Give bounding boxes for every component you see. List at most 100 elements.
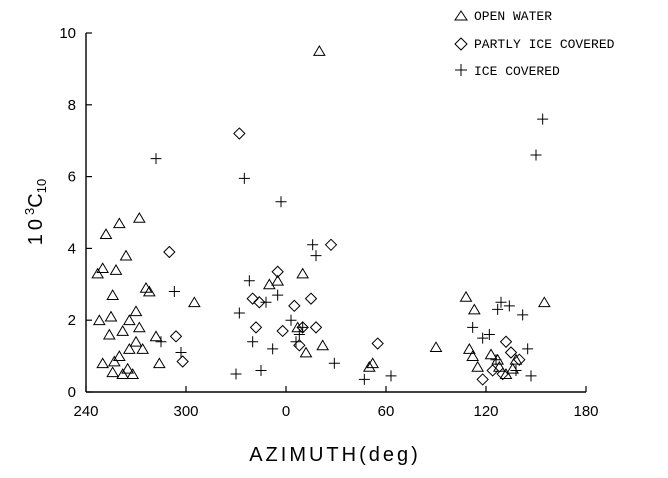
open-water-point: [429, 341, 443, 353]
open-water-point: [471, 360, 485, 372]
ice-covered-point: [275, 196, 287, 208]
open-water-point: [121, 362, 135, 374]
partly-ice-covered-point: [504, 346, 518, 359]
open-water-point: [262, 278, 276, 290]
open-water-point: [122, 342, 136, 354]
open-water-point: [271, 274, 285, 286]
y-tick-label: 10: [59, 25, 76, 42]
legend-label-open-water: OPEN WATER: [474, 9, 552, 24]
open-water-point: [112, 350, 126, 361]
open-water-point: [96, 262, 110, 274]
open-water-point: [102, 328, 116, 340]
open-water-point: [152, 357, 166, 369]
open-water-point: [106, 366, 120, 378]
open-water-point: [132, 211, 146, 223]
data-points: [91, 45, 551, 386]
ice-covered-point: [238, 172, 250, 184]
ice-covered-point: [233, 307, 245, 319]
y-axis-title-sub: 10: [34, 179, 49, 193]
legend-label-ice-covered: ICE COVERED: [474, 64, 560, 79]
y-tick-label: 4: [68, 240, 76, 257]
open-water-point: [466, 350, 480, 361]
partly-ice-covered-point: [513, 353, 526, 366]
ice-covered-point: [517, 309, 529, 321]
partly-ice-covered-point: [249, 321, 263, 334]
open-water-point: [99, 228, 113, 239]
open-water-point: [506, 362, 520, 374]
ice-covered-point: [150, 153, 162, 165]
ice-covered-point: [503, 300, 515, 312]
ice-covered-point: [247, 336, 259, 348]
x-axis-title: AZIMUTH(deg): [249, 444, 421, 466]
open-water-point: [132, 321, 146, 333]
partly-ice-covered-point: [324, 238, 338, 252]
ice-covered-point: [467, 321, 479, 333]
open-water-point: [499, 368, 513, 379]
open-water-point: [107, 355, 121, 367]
legend-triangle-icon: [454, 10, 468, 21]
open-water-point: [316, 339, 330, 351]
open-water-point: [112, 217, 126, 229]
partly-ice-covered-point: [271, 265, 284, 278]
open-water-point: [104, 310, 118, 322]
y-axis-title: 103C10: [22, 179, 49, 245]
open-water-point: [467, 303, 481, 315]
x-tick-label: 60: [378, 403, 395, 420]
ice-covered-point: [168, 285, 180, 297]
ice-covered-point: [510, 364, 522, 376]
ice-covered-point: [530, 149, 542, 161]
open-water-point: [187, 296, 201, 308]
ice-covered-point: [537, 113, 549, 125]
open-water-point: [116, 368, 130, 379]
legend-plus-icon: [455, 64, 467, 76]
legend-item-open-water: OPEN WATER: [454, 9, 552, 24]
partly-ice-covered-point: [176, 355, 189, 368]
x-tick-label: 180: [573, 403, 598, 420]
ice-covered-point: [285, 314, 297, 326]
legend-item-ice-covered: ICE COVERED: [455, 64, 560, 79]
open-water-point: [91, 267, 105, 279]
open-water-point: [296, 267, 310, 279]
ice-covered-point: [272, 289, 284, 301]
y-axis-title-base: 10: [25, 215, 47, 245]
partly-ice-covered-point: [163, 245, 176, 259]
open-water-point: [142, 285, 156, 297]
legend-label-partly-ice-covered: PARTLY ICE COVERED: [474, 37, 615, 52]
partly-ice-covered-point: [233, 127, 246, 140]
partly-ice-covered-point: [309, 321, 323, 334]
ice-covered-point: [293, 329, 305, 341]
axes: [85, 33, 586, 393]
partly-ice-covered-point: [371, 337, 384, 350]
y-tick-label: 2: [68, 312, 76, 329]
open-water-point: [299, 346, 313, 358]
open-water-point: [109, 264, 123, 275]
ice-covered-point: [175, 347, 187, 359]
partly-ice-covered-point: [288, 299, 301, 313]
open-water-point: [366, 357, 380, 369]
ice-covered-point: [307, 239, 319, 251]
open-water-point: [129, 335, 143, 347]
partly-ice-covered-point: [499, 335, 513, 348]
x-tick-label: 120: [473, 403, 498, 420]
partly-ice-covered-point: [476, 373, 489, 386]
open-water-point: [119, 249, 133, 261]
open-water-point: [126, 368, 140, 379]
ice-covered-point: [310, 250, 322, 262]
ice-covered-point: [230, 368, 242, 380]
open-water-point: [509, 353, 523, 365]
ice-covered-point: [290, 336, 302, 348]
open-water-point: [537, 296, 551, 308]
ticks: [85, 32, 587, 393]
ice-covered-point: [297, 321, 309, 333]
ice-covered-point: [243, 275, 255, 287]
y-axis-title-exp: 3: [22, 208, 37, 215]
partly-ice-covered-point: [246, 292, 259, 305]
x-tick-label: 300: [173, 403, 198, 420]
legend: OPEN WATER PARTLY ICE COVERED ICE COVERE…: [454, 9, 615, 79]
open-water-point: [92, 314, 106, 326]
ice-covered-point: [267, 343, 279, 355]
partly-ice-covered-point: [486, 364, 499, 377]
partly-ice-covered-point: [496, 367, 509, 381]
open-water-point: [484, 348, 498, 360]
ice-covered-point: [385, 370, 397, 382]
